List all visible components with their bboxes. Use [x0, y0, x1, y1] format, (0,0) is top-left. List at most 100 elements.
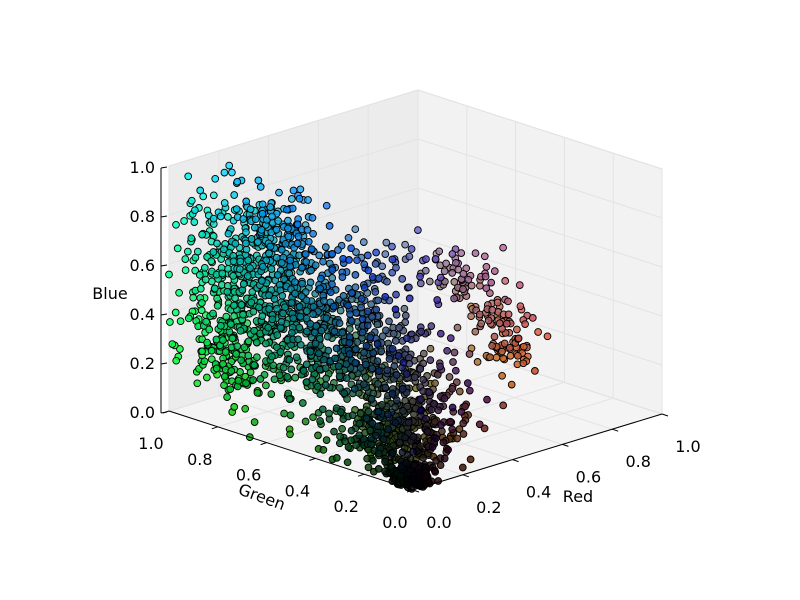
data-point	[445, 373, 454, 381]
data-point	[360, 380, 368, 389]
data-point	[191, 206, 199, 215]
data-point	[360, 348, 368, 357]
data-point	[388, 268, 397, 277]
data-point	[315, 251, 324, 260]
data-point	[268, 212, 276, 221]
data-point	[298, 279, 306, 288]
data-point	[329, 302, 338, 311]
data-point	[372, 305, 381, 314]
data-point	[251, 215, 260, 224]
data-point	[280, 275, 288, 284]
data-point	[515, 281, 524, 289]
data-point	[430, 417, 439, 426]
data-point	[336, 306, 345, 315]
data-point	[209, 248, 218, 256]
data-point	[256, 375, 265, 383]
data-point	[431, 255, 440, 263]
data-point	[298, 399, 307, 407]
data-point	[265, 249, 273, 258]
data-point	[233, 177, 242, 186]
data-point	[172, 356, 181, 365]
data-point	[427, 322, 436, 330]
data-point	[264, 323, 273, 332]
data-point	[353, 256, 361, 265]
data-point	[398, 385, 407, 393]
data-point	[391, 305, 400, 314]
data-point	[459, 419, 468, 428]
data-point	[311, 339, 320, 348]
data-point	[191, 266, 200, 275]
data-point	[328, 280, 336, 289]
data-point	[416, 272, 424, 281]
data-point	[344, 443, 353, 451]
data-point	[419, 454, 427, 462]
data-point	[421, 414, 430, 423]
data-point	[226, 385, 235, 394]
data-point	[223, 393, 231, 401]
data-point	[289, 314, 298, 323]
data-point	[200, 357, 209, 366]
data-point	[279, 309, 287, 318]
data-point	[448, 384, 457, 393]
data-point	[381, 292, 390, 301]
y-tick-label: 0.8	[187, 450, 212, 469]
data-point	[180, 217, 188, 225]
data-point	[254, 176, 263, 185]
data-point	[309, 413, 317, 422]
data-point	[368, 419, 377, 428]
data-point	[361, 373, 370, 381]
data-point	[355, 431, 363, 440]
data-point	[198, 299, 206, 307]
data-point	[374, 296, 382, 305]
data-point	[257, 226, 266, 234]
data-point	[199, 192, 208, 201]
data-point	[293, 220, 302, 229]
data-point	[259, 262, 267, 271]
data-point	[353, 338, 362, 346]
data-point	[345, 325, 354, 333]
data-point	[465, 386, 474, 395]
data-point	[285, 395, 294, 403]
data-point	[283, 372, 292, 381]
data-point	[398, 448, 407, 457]
data-point	[295, 194, 304, 203]
data-point	[241, 404, 250, 413]
data-point	[181, 266, 190, 275]
z-tick-label: 0.2	[130, 354, 155, 373]
data-point	[315, 334, 324, 343]
data-point	[239, 280, 248, 288]
data-point	[313, 382, 322, 391]
data-point	[280, 409, 288, 418]
data-point	[402, 334, 411, 343]
x-tick-label: 0.4	[526, 483, 551, 502]
data-point	[428, 443, 437, 452]
data-point	[347, 426, 356, 435]
x-tick	[562, 443, 569, 447]
data-point	[291, 278, 299, 286]
y-tick-label: 0.2	[333, 497, 358, 516]
y-tick	[260, 442, 267, 446]
data-point	[465, 350, 474, 358]
x-tick-label: 1.0	[675, 437, 700, 456]
data-point	[256, 183, 265, 191]
data-point	[507, 380, 516, 389]
data-point	[209, 214, 218, 223]
data-point	[190, 218, 199, 226]
data-point	[175, 288, 183, 297]
data-point	[210, 284, 219, 293]
data-point	[202, 317, 210, 326]
data-point	[250, 223, 259, 232]
data-point	[320, 297, 328, 305]
data-point	[299, 366, 308, 375]
data-point	[389, 329, 398, 338]
data-point	[284, 216, 292, 225]
data-point	[230, 403, 239, 411]
data-point	[482, 284, 491, 293]
data-point	[345, 339, 354, 347]
x-tick-label: 0.2	[476, 498, 501, 517]
data-point	[471, 327, 480, 336]
data-point	[266, 242, 275, 251]
data-point	[308, 375, 317, 384]
data-point	[471, 249, 480, 258]
data-point	[250, 418, 259, 426]
